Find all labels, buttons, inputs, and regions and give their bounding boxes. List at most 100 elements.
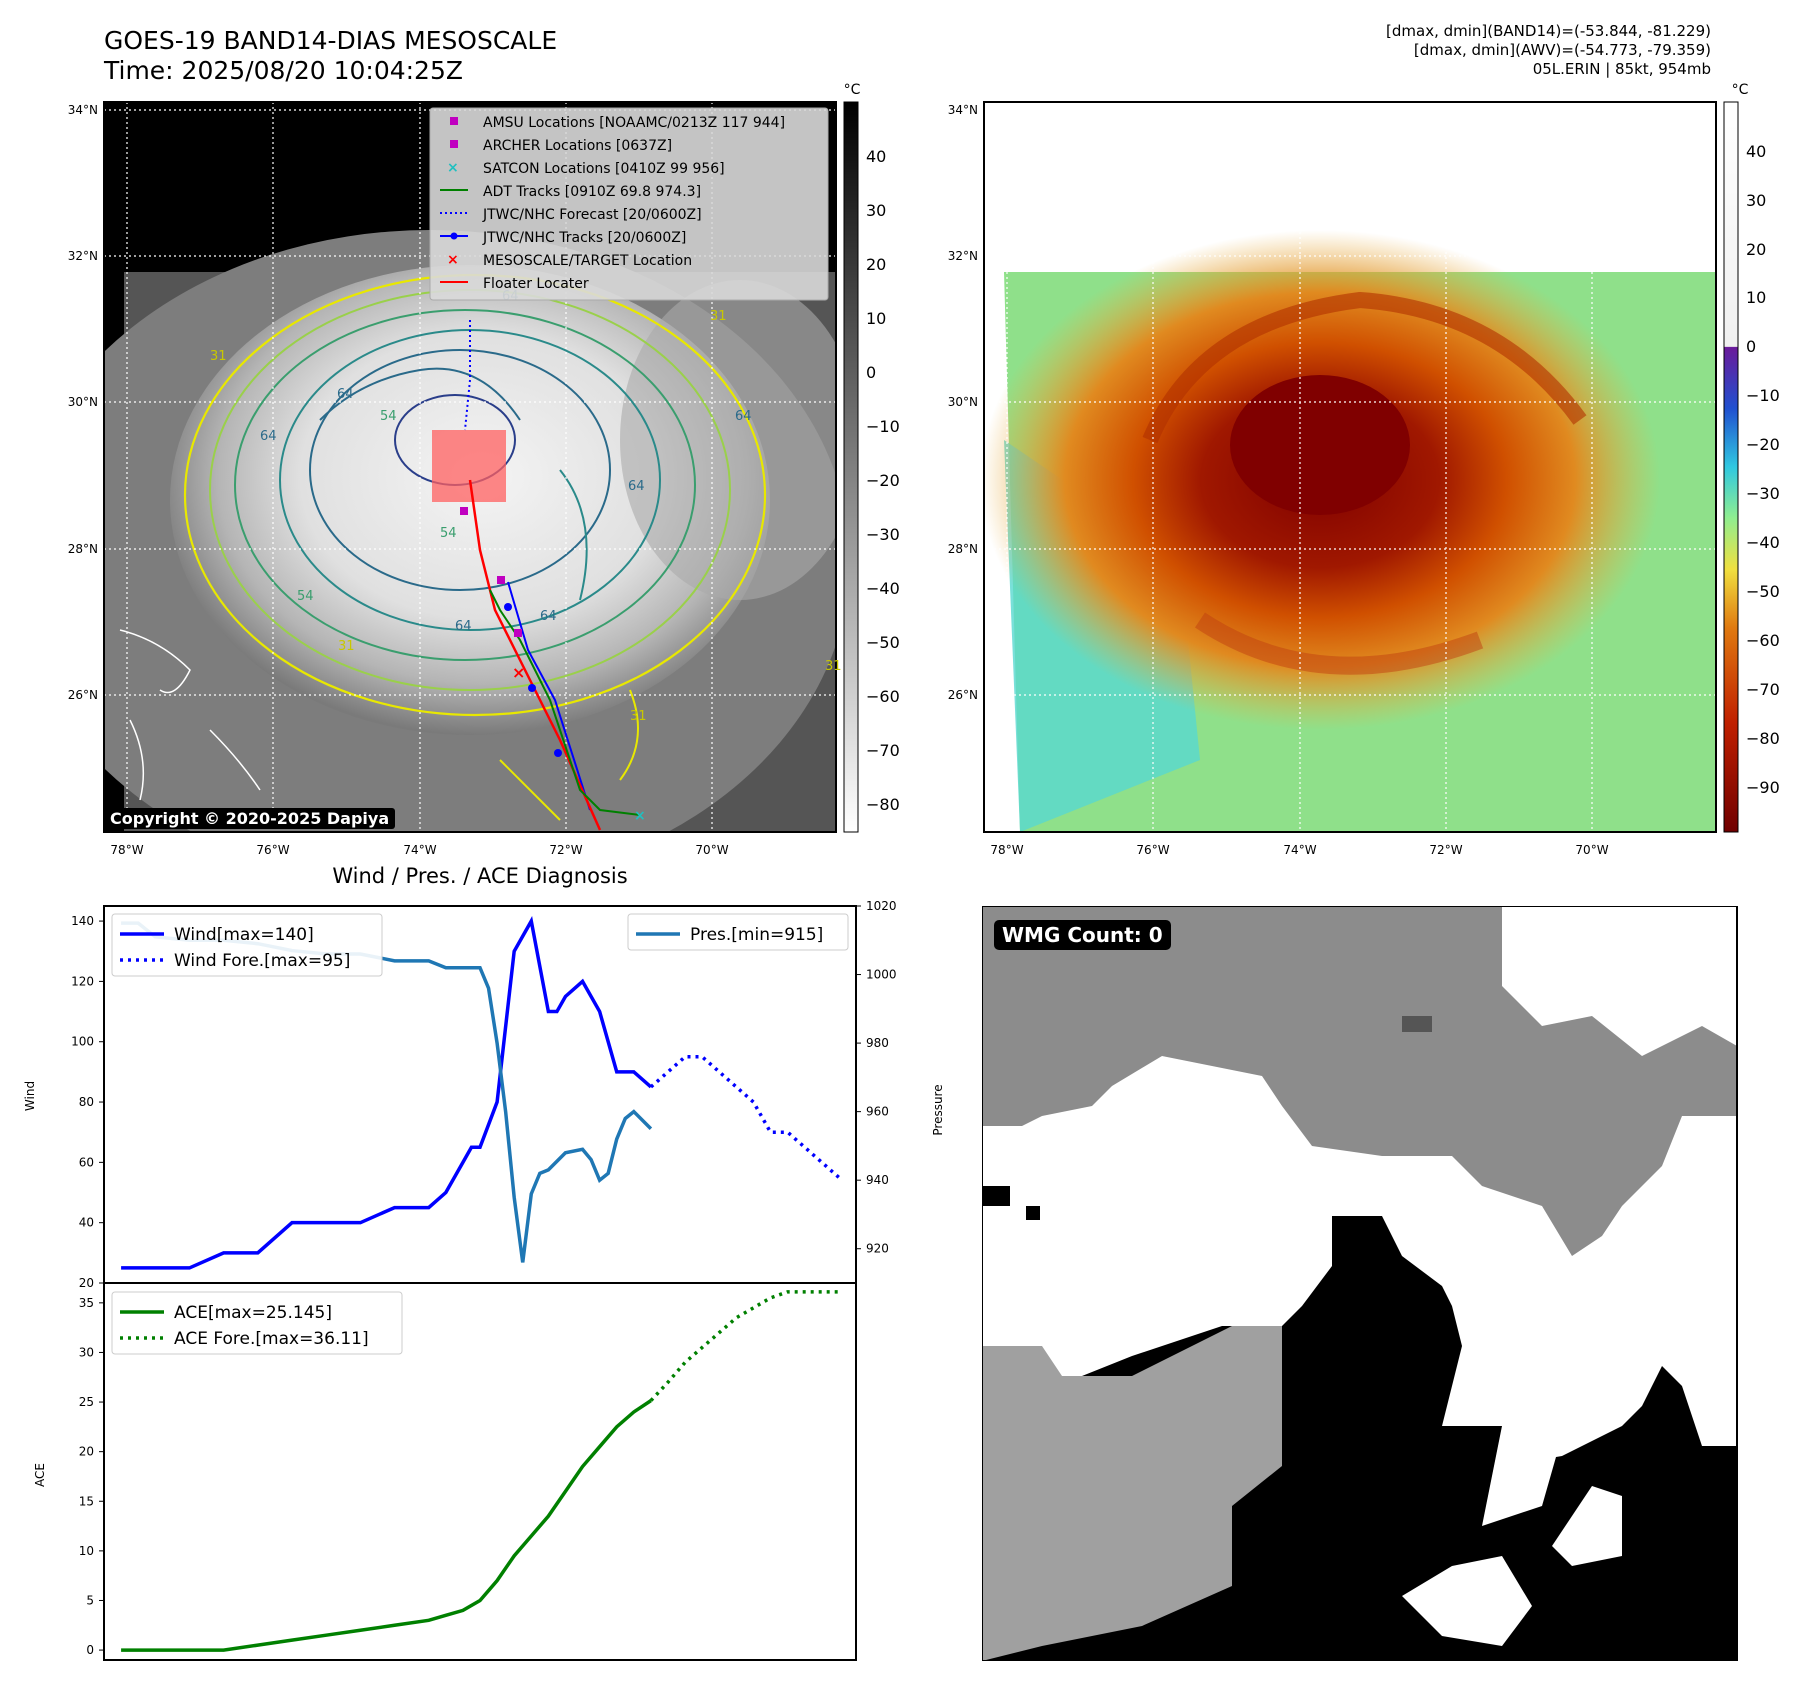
ace-axis-label: ACE [33,1463,47,1487]
legend-label: MESOSCALE/TARGET Location [483,253,692,269]
dmax-awv: [dmax, dmin](AWV)=(-54.773, -79.359) [1413,41,1711,59]
colorbar-tick: −30 [1746,484,1780,503]
colorbar-tick: −10 [866,417,900,436]
colorbar-tick: −40 [866,579,900,598]
legend-label: JTWC/NHC Forecast [20/0600Z] [482,207,702,223]
contour-label: 64 [337,387,354,402]
colorbar-tick: −20 [866,471,900,490]
y-tick-label: 25 [79,1395,94,1409]
colorbar-tick: 30 [1746,191,1766,210]
legend-label: ACE Fore.[max=36.11] [174,1329,369,1349]
y2-tick-label: 980 [866,1036,889,1050]
legend-marker-target: × [447,252,459,268]
y-tick-label: 140 [71,914,94,928]
lon-tick: 74°W [403,843,436,857]
lat-tick: 28°N [68,542,98,556]
legend-label: Floater Locater [483,276,589,292]
legend-marker-archer [450,140,458,148]
colorbar-tick: −30 [866,525,900,544]
contour-label: 31 [338,639,355,654]
y-tick-label: 80 [79,1095,94,1109]
series-line [121,1399,652,1652]
lat-tick: 30°N [68,395,98,409]
colorbar-tick: −70 [866,741,900,760]
colorbar-tick: −90 [1746,778,1780,797]
contour-label: 54 [380,409,397,424]
legend-marker-amsu [450,117,458,125]
colorbar-tick: −70 [1746,680,1780,699]
y-tick-label: 20 [79,1445,94,1459]
left-ir-map: × × 64 64 64 64 64 64 64 54 54 54 31 31 … [68,82,900,857]
colorbar-tick: −50 [866,633,900,652]
colorbar-tick: 0 [866,363,876,382]
colorbar-unit: °C [844,82,861,98]
colorbar-tick: −40 [1746,533,1780,552]
y-tick-label: 40 [79,1216,94,1230]
legend-label: ACE[max=25.145] [174,1303,332,1323]
wmg-panel [982,906,1738,1661]
legend-label: Wind Fore.[max=95] [174,951,350,971]
y-tick-label: 35 [79,1296,94,1310]
contour-label: 54 [297,589,314,604]
y2-tick-label: 920 [866,1242,889,1256]
legend-label: JTWC/NHC Tracks [20/0600Z] [482,230,686,246]
svg-text:×: × [512,663,525,682]
series-line [121,916,653,1270]
dmax-band14: [dmax, dmin](BAND14)=(-53.844, -81.229) [1386,22,1711,40]
colorbar-tick: 10 [866,309,886,328]
colorbar-tick: 30 [866,201,886,220]
colorbar-tick: −80 [866,795,900,814]
contour-label: 31 [710,309,727,324]
legend-label: Wind[max=140] [174,925,314,945]
storm-info: [dmax, dmin](BAND14)=(-53.844, -81.229) … [1386,22,1711,79]
contour-label: 31 [825,659,842,674]
map-legend: × × AMSU Locations [NOAAMC/0213Z 117 944… [429,107,829,301]
lat-tick: 26°N [68,688,98,702]
left-colorbar [843,101,859,833]
lat-tick: 34°N [948,103,978,117]
legend-label: AMSU Locations [NOAAMC/0213Z 117 944] [483,115,785,131]
legend-label: ARCHER Locations [0637Z] [483,138,672,154]
storm-label: 05L.ERIN | 85kt, 954mb [1532,60,1711,78]
contour-label: 64 [540,609,557,624]
y-tick-label: 30 [79,1345,94,1359]
contour-label: 31 [630,709,647,724]
y2-tick-label: 960 [866,1105,889,1119]
colorbar-tick: 40 [1746,142,1766,161]
lat-tick: 26°N [948,688,978,702]
contour-label: 31 [210,349,227,364]
copyright-badge: Copyright © 2020-2025 Dapiya [104,808,396,829]
lat-tick: 32°N [68,249,98,263]
colorbar-tick: −60 [1746,631,1780,650]
contour-label: 54 [440,526,457,541]
y-tick-label: 5 [86,1593,94,1607]
y2-tick-label: 940 [866,1173,889,1187]
legend-label: SATCON Locations [0410Z 99 956] [483,161,725,177]
lon-tick: 74°W [1283,843,1316,857]
legend-marker-satcon: × [447,160,459,176]
lon-tick: 78°W [110,843,143,857]
colorbar-tick: 0 [1746,337,1756,356]
y-tick-label: 10 [79,1544,94,1558]
contour-label: 64 [455,619,472,634]
lon-tick: 76°W [1136,843,1169,857]
lat-tick: 34°N [68,103,98,117]
lon-tick: 78°W [990,843,1023,857]
right-colorbar [1723,101,1739,833]
lon-tick: 72°W [1429,843,1462,857]
chart-title: Wind / Pres. / ACE Diagnosis [332,864,628,888]
right-awv-map: 34°N 32°N 30°N 28°N 26°N 78°W 76°W 74°W … [948,82,1780,857]
wind-axis-label: Wind [23,1081,37,1111]
wind-pressure-plot: 20 40 60 80 100 120 140 920 940 960 980 1000 1020 Win… [71,899,896,1290]
y-tick-label: 20 [79,1276,94,1290]
legend-label: Pres.[min=915] [690,925,823,945]
colorbar-tick: −20 [1746,435,1780,454]
plot-frame [103,1282,857,1661]
lon-tick: 76°W [256,843,289,857]
y-tick-label: 15 [79,1494,94,1508]
colorbar-tick: −50 [1746,582,1780,601]
y-tick-label: 60 [79,1155,94,1169]
contour-label: 64 [628,479,645,494]
contour-label: 64 [260,429,277,444]
y-tick-label: 120 [71,974,94,988]
